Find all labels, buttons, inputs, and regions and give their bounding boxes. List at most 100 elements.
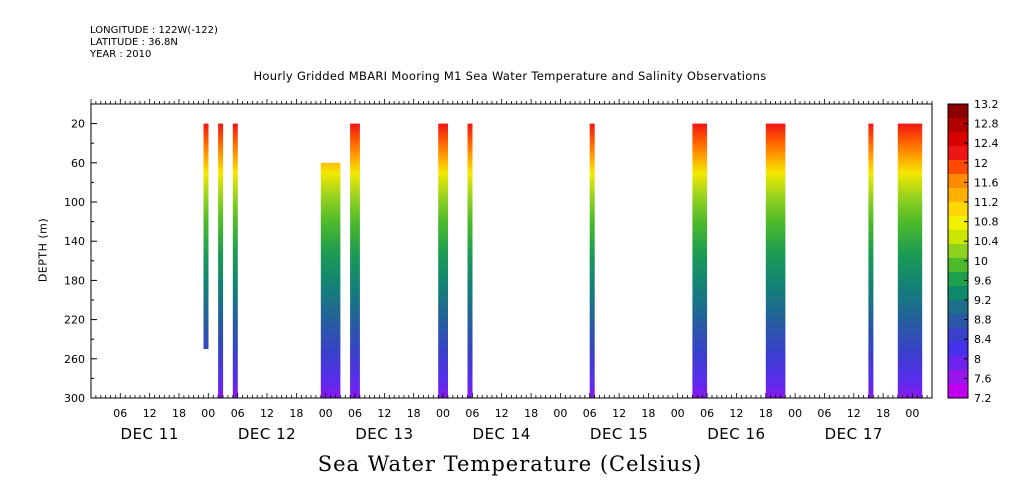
data-column-4 [320, 162, 341, 398]
colorbar-label: 7.2 [974, 392, 992, 405]
x-hour-label: 12 [143, 407, 157, 420]
colorbar-title: Sea Water Temperature (Celsius) [317, 452, 703, 476]
y-tick-label-300: 300 [64, 392, 85, 405]
y-tick-label-20: 20 [71, 118, 85, 131]
x-day-label-5: DEC 15 [590, 425, 648, 443]
colorbar-label: 10.8 [974, 216, 999, 229]
x-hour-label: 00 [905, 407, 919, 420]
x-hour-label: 00 [319, 407, 333, 420]
colorbar-swatch [948, 104, 968, 119]
data-column-11 [868, 123, 874, 398]
colorbar-swatch [948, 286, 968, 301]
x-day-label-1: DEC 11 [121, 425, 179, 443]
colorbar-swatch [948, 216, 968, 231]
colorbar-label: 11.6 [974, 176, 999, 189]
x-hour-label: 06 [113, 407, 127, 420]
colorbar-swatch [948, 342, 968, 357]
colorbar-swatch [948, 258, 968, 273]
y-tick-label-180: 180 [64, 274, 85, 287]
x-hour-label: 18 [876, 407, 890, 420]
x-hour-label: 18 [524, 407, 538, 420]
y-tick-label-260: 260 [64, 353, 85, 366]
colorbar-swatch [948, 300, 968, 315]
colorbar-frame [947, 103, 969, 399]
x-hour-label: 00 [788, 407, 802, 420]
latitude-text: LATITUDE : 36.8N [90, 37, 178, 48]
colorbar-swatch [948, 328, 968, 343]
colorbar-swatch [948, 174, 968, 189]
colorbar-label: 10.4 [974, 235, 999, 248]
x-day-label-2: DEC 12 [238, 425, 296, 443]
x-hour-label: 12 [260, 407, 274, 420]
colorbar-swatch [948, 188, 968, 203]
plot-frame [90, 103, 933, 399]
colorbar-label: 10 [974, 255, 988, 268]
x-day-label-4: DEC 14 [473, 425, 531, 443]
colorbar-label: 9.2 [974, 294, 992, 307]
colorbar-label: 11.2 [974, 196, 999, 209]
x-hour-label: 18 [407, 407, 421, 420]
x-hour-label: 12 [377, 407, 391, 420]
colorbar-label: 9.6 [974, 274, 992, 287]
colorbar-label: 12 [974, 157, 988, 170]
x-hour-label: 12 [729, 407, 743, 420]
colorbar-label: 12.4 [974, 137, 999, 150]
x-hour-label: 18 [759, 407, 773, 420]
x-hour-label: 12 [495, 407, 509, 420]
colorbar-swatch [948, 384, 968, 399]
y-tick-label-60: 60 [71, 157, 85, 170]
y-tick-label-140: 140 [64, 235, 85, 248]
x-hour-label: 06 [583, 407, 597, 420]
x-hour-label: 06 [700, 407, 714, 420]
data-column-12 [897, 123, 923, 398]
colorbar-swatch [948, 314, 968, 329]
colorbar-label: 8.8 [974, 314, 992, 327]
colorbar-label: 13.2 [974, 98, 999, 111]
colorbar-swatch [948, 132, 968, 147]
colorbar-swatch [948, 370, 968, 385]
x-hour-label: 06 [817, 407, 831, 420]
x-hour-label: 06 [348, 407, 362, 420]
colorbar-swatch [948, 146, 968, 161]
colorbar-swatch [948, 244, 968, 259]
colorbar-swatch [948, 160, 968, 175]
data-column-3 [232, 123, 238, 398]
x-hour-label: 18 [641, 407, 655, 420]
colorbar-swatch [948, 118, 968, 133]
data-column-6 [438, 123, 448, 398]
colorbar-swatch [948, 202, 968, 217]
x-hour-label: 12 [847, 407, 861, 420]
x-day-label-6: DEC 16 [707, 425, 765, 443]
x-hour-label: 06 [465, 407, 479, 420]
year-text: YEAR : 2010 [90, 49, 152, 60]
x-hour-label: 00 [671, 407, 685, 420]
longitude-text: LONGITUDE : 122W(-122) [90, 25, 218, 36]
colorbar-swatch [948, 356, 968, 371]
x-day-label-7: DEC 17 [825, 425, 883, 443]
colorbar-label: 12.8 [974, 118, 999, 131]
x-hour-label: 00 [553, 407, 567, 420]
data-column-1 [203, 123, 209, 349]
x-hour-label: 00 [201, 407, 215, 420]
data-column-9 [692, 123, 708, 398]
colorbar-label: 8 [974, 353, 981, 366]
x-hour-label: 18 [289, 407, 303, 420]
x-hour-label: 00 [436, 407, 450, 420]
x-day-label-3: DEC 13 [355, 425, 413, 443]
colorbar-label: 8.4 [974, 333, 992, 346]
chart-title: Hourly Gridded MBARI Mooring M1 Sea Wate… [253, 69, 767, 83]
x-hour-label: 06 [231, 407, 245, 420]
data-column-5 [350, 123, 360, 398]
data-column-10 [765, 123, 786, 398]
y-tick-label-220: 220 [64, 314, 85, 327]
colorbar-swatch [948, 272, 968, 287]
colorbar-swatch [948, 230, 968, 245]
data-column-8 [589, 123, 595, 398]
data-column-2 [218, 123, 224, 398]
x-hour-label: 18 [172, 407, 186, 420]
x-hour-label: 12 [612, 407, 626, 420]
colorbar-label: 7.6 [974, 372, 992, 385]
y-tick-label-100: 100 [64, 196, 85, 209]
data-column-7 [467, 123, 473, 398]
